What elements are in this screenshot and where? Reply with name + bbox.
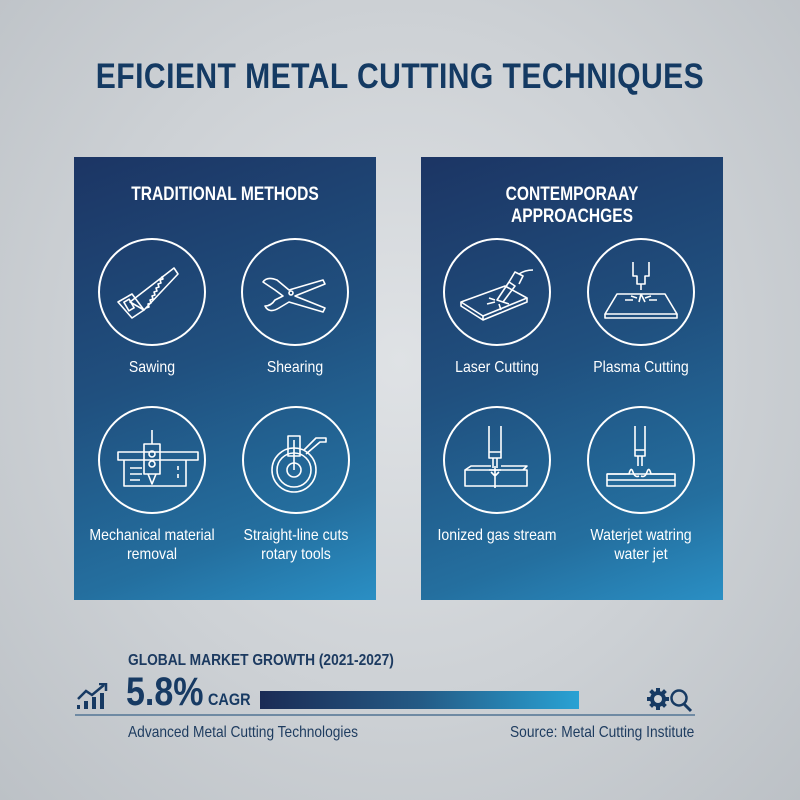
contemporary-approaches-panel: CONTEMPORAAY APPROACHGES Laser Cutting P… bbox=[421, 157, 723, 600]
panel-title-traditional: TRADITIONAL METHODS bbox=[131, 184, 319, 205]
shears-icon bbox=[241, 238, 349, 346]
plasma-cutter-icon bbox=[587, 238, 695, 346]
rotary-tool-icon bbox=[242, 406, 350, 514]
growth-bar bbox=[260, 691, 579, 709]
panel-title-contemporary: CONTEMPORAAY APPROACHGES bbox=[505, 184, 639, 227]
footer-caption: Advanced Metal Cutting Technologies bbox=[128, 724, 358, 741]
ionized-gas-icon bbox=[443, 406, 551, 514]
divider bbox=[75, 714, 695, 716]
item-label-mechanical: Mechanical material removal bbox=[89, 527, 215, 563]
item-label-ionized: Ionized gas stream bbox=[437, 527, 557, 544]
waterjet-icon bbox=[587, 406, 695, 514]
gear-search-icon bbox=[647, 688, 693, 713]
item-label-shearing: Shearing bbox=[266, 359, 324, 376]
growth-title: GLOBAL MARKET GROWTH (2021-2027) bbox=[128, 652, 394, 669]
item-label-sawing: Sawing bbox=[128, 359, 176, 376]
laser-torch-icon bbox=[443, 238, 551, 346]
item-label-plasma: Plasma Cutting bbox=[593, 359, 689, 376]
item-label-laser: Laser Cutting bbox=[455, 359, 539, 376]
cagr-value: 5.8% bbox=[126, 670, 204, 714]
item-label-waterjet: Waterjet watring water jet bbox=[590, 527, 692, 563]
item-label-rotary: Straight-line cuts rotary tools bbox=[243, 527, 349, 563]
traditional-methods-panel: TRADITIONAL METHODS Sawing Shearing Mech… bbox=[74, 157, 376, 600]
footer-source: Source: Metal Cutting Institute bbox=[509, 724, 694, 741]
cagr-unit: CAGR bbox=[208, 690, 251, 709]
hand-saw-icon bbox=[98, 238, 206, 346]
growth-chart-icon bbox=[77, 683, 108, 709]
milling-machine-icon bbox=[98, 406, 206, 514]
page-title: EFICIENT METAL CUTTING TECHNIQUES bbox=[95, 57, 705, 96]
